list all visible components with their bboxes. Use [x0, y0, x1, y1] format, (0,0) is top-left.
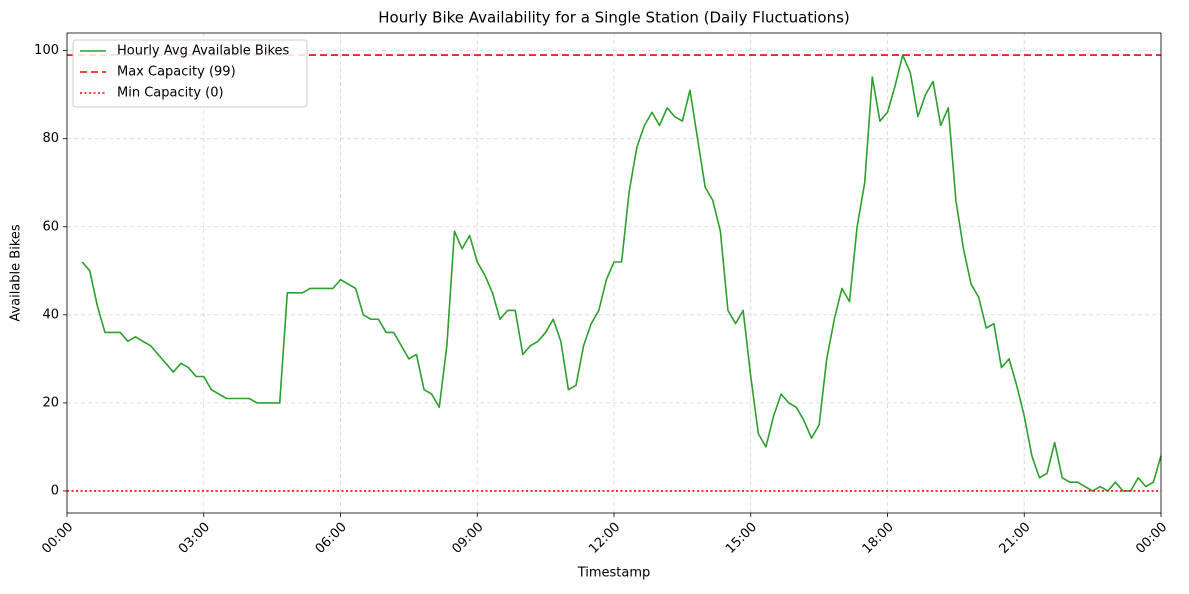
- legend-label: Hourly Avg Available Bikes: [117, 44, 290, 59]
- y-tick-label: 40: [42, 307, 59, 322]
- x-axis-label: Timestamp: [577, 566, 651, 581]
- y-tick-label: 100: [34, 43, 59, 58]
- x-tick-label: 03:00: [176, 520, 213, 557]
- y-axis-label: Available Bikes: [9, 224, 24, 322]
- y-tick-label: 60: [42, 219, 59, 234]
- x-tick-label: 00:00: [1133, 520, 1170, 557]
- legend-label: Max Capacity (99): [117, 65, 236, 80]
- y-tick-label: 80: [42, 131, 59, 146]
- legend-box: [72, 39, 308, 108]
- y-tick-label: 0: [51, 483, 59, 498]
- x-tick-label: 18:00: [860, 520, 897, 557]
- x-tick-label: 06:00: [313, 520, 350, 557]
- x-tick-label: 15:00: [723, 520, 760, 557]
- x-tick-label: 12:00: [586, 520, 623, 557]
- x-tick-label: 09:00: [449, 520, 486, 557]
- x-tick-label: 21:00: [996, 520, 1033, 557]
- plot-frame: [66, 32, 1162, 514]
- x-tick-label: 00:00: [39, 520, 76, 557]
- chart-title: Hourly Bike Availability for a Single St…: [378, 9, 850, 27]
- data-line: [81, 54, 1162, 492]
- legend-label: Min Capacity (0): [117, 86, 224, 101]
- y-tick-label: 20: [42, 395, 59, 410]
